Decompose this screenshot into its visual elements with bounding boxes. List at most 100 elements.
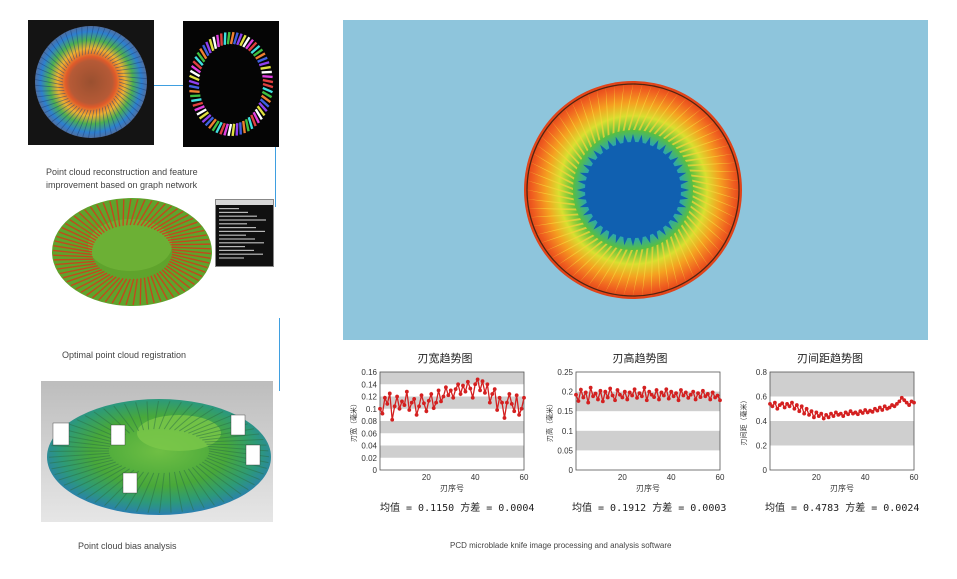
data-point <box>465 379 470 384</box>
data-point <box>385 401 390 406</box>
x-tick-label: 40 <box>861 473 870 482</box>
data-point <box>826 415 831 420</box>
data-point <box>718 398 722 403</box>
chart-band <box>380 445 524 458</box>
data-point <box>490 392 495 396</box>
data-point <box>414 412 419 417</box>
data-point <box>390 417 395 422</box>
data-point <box>649 392 654 397</box>
data-point <box>902 398 907 403</box>
data-point <box>600 399 605 404</box>
data-point <box>897 399 902 404</box>
reconstruction-scan-graphic <box>34 25 148 139</box>
data-point <box>816 414 821 418</box>
chart-blade-width: 0.16 0.14 0.12 0.1 0.08 0.06 0.04 0.02 0 20 40 60 刃序… <box>349 368 529 493</box>
connector-line-v1 <box>275 147 276 207</box>
data-point <box>463 389 468 394</box>
y-axis-label: 刃高（毫米） <box>545 400 554 442</box>
data-point <box>483 390 487 395</box>
connector-line-h <box>154 85 184 86</box>
y-tick-label: 0.1 <box>366 405 378 414</box>
data-point <box>794 403 799 407</box>
y-tick-label: 0.2 <box>562 388 574 397</box>
data-point <box>892 404 897 409</box>
data-point <box>380 411 385 416</box>
data-point <box>772 400 777 405</box>
data-point <box>434 400 439 405</box>
reconstruction-caption: Point cloud reconstruction and feature i… <box>46 167 198 190</box>
data-point <box>696 391 700 396</box>
y-axis-label: 刃宽（毫米） <box>349 400 358 442</box>
data-point <box>652 395 657 399</box>
chart-frame <box>379 371 525 471</box>
data-point <box>632 387 637 392</box>
y-tick-label: 0.2 <box>756 442 768 451</box>
feature-ring-image <box>183 21 279 147</box>
data-point <box>620 395 625 400</box>
data-point <box>397 406 402 411</box>
chart-blade-spacing: 0.8 0.6 0.4 0.2 0 20 40 60 刃序号 刃间距（毫米） <box>739 368 919 493</box>
data-point <box>785 401 789 406</box>
chart-title-height: 刃高趋势图 <box>612 353 668 365</box>
console-text-graphic <box>216 200 273 259</box>
data-point <box>451 395 456 400</box>
registration-caption: Optimal point cloud registration <box>62 350 187 360</box>
reconstruction-scan-image <box>28 20 154 145</box>
x-tick-label: 40 <box>667 473 676 482</box>
data-point <box>478 388 482 393</box>
data-point <box>509 401 514 406</box>
data-point <box>431 406 436 411</box>
data-point <box>812 415 816 420</box>
data-point <box>679 388 683 392</box>
x-axis-label: 刃序号 <box>830 483 854 493</box>
console-window-image <box>215 199 274 267</box>
data-point <box>596 397 600 402</box>
data-point <box>814 410 819 415</box>
data-point <box>688 392 693 397</box>
data-point <box>782 405 787 410</box>
data-point <box>904 400 909 405</box>
data-point <box>855 412 860 417</box>
data-point <box>407 408 412 412</box>
data-point <box>875 408 880 413</box>
chart-band <box>576 430 720 451</box>
data-point <box>860 411 865 415</box>
data-point <box>804 406 809 411</box>
data-point <box>507 392 512 396</box>
data-point <box>610 393 615 398</box>
data-point <box>887 405 892 410</box>
data-point <box>848 409 853 414</box>
data-point <box>710 390 715 395</box>
data-point <box>409 400 414 405</box>
chart-band <box>380 372 524 385</box>
data-point <box>877 405 882 410</box>
data-point <box>576 399 581 403</box>
data-point <box>402 403 407 407</box>
data-point <box>895 401 899 406</box>
y-tick-label: 0.12 <box>361 393 377 402</box>
data-point <box>615 388 620 392</box>
y-axis-label: 刃间距（毫米） <box>739 397 748 446</box>
data-point <box>436 388 441 393</box>
data-point <box>618 392 622 397</box>
data-point <box>642 385 647 390</box>
data-point <box>841 414 846 418</box>
data-point <box>608 386 613 391</box>
x-tick-label: 20 <box>422 473 431 482</box>
data-point <box>622 389 627 394</box>
chart-stats-spacing: 均值 = 0.4783 方差 = 0.0024 <box>765 503 920 514</box>
data-point <box>441 394 446 399</box>
data-point <box>502 416 507 420</box>
y-tick-label: 0.04 <box>361 442 377 451</box>
data-point <box>870 409 875 414</box>
data-point <box>588 385 593 390</box>
data-point <box>605 395 610 400</box>
main-scan-graphic <box>524 81 742 299</box>
data-point <box>448 388 453 393</box>
chart-band <box>380 421 524 434</box>
data-point <box>715 393 720 398</box>
data-point <box>775 406 780 411</box>
chart-title-spacing: 刃间距趋势图 <box>797 353 863 365</box>
data-point <box>770 404 775 409</box>
chart-blade-height: 0.25 0.2 0.15 0.1 0.05 0 20 40 60 刃序号 刃高（毫米） <box>545 368 725 493</box>
